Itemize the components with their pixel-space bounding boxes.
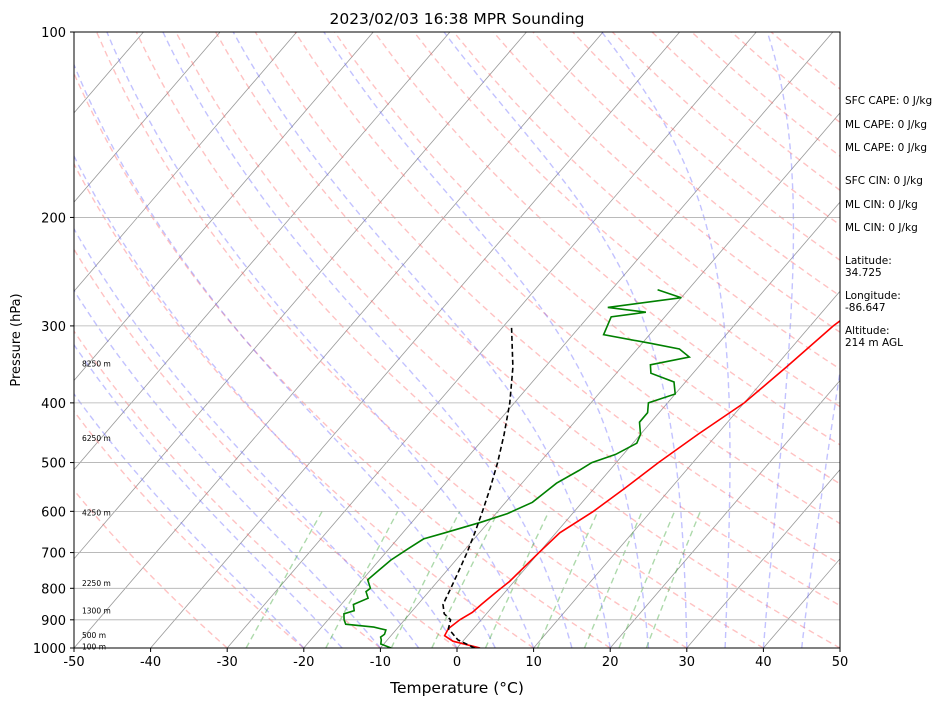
- y-tick-label: 700: [41, 547, 66, 562]
- dry-adiabat-line: [74, 71, 611, 648]
- dewpoint-profile: [343, 288, 692, 648]
- height-label: 8250 m: [82, 359, 111, 368]
- x-tick-label: -10: [370, 655, 391, 670]
- sfc-cape-text: SFC CAPE: 0 J/kg: [845, 95, 932, 107]
- x-tick-label: 10: [525, 655, 542, 670]
- altitude-value: 214 m AGL: [845, 337, 903, 349]
- mixing-ratio-line: [325, 510, 399, 648]
- chart-title: 2023/02/03 16:38 MPR Sounding: [329, 10, 584, 28]
- height-label: 6250 m: [82, 434, 111, 443]
- isotherm-line: [686, 469, 840, 648]
- moist-adiabat-line: [162, 32, 573, 648]
- latitude-label: Latitude:: [845, 255, 892, 267]
- x-axis-label: Temperature (°C): [389, 679, 524, 697]
- background-lines: [74, 32, 840, 648]
- isotherm-line: [74, 32, 374, 382]
- x-tick-label: -50: [63, 655, 84, 670]
- x-tick-label: 40: [755, 655, 772, 670]
- isotherm-line: [303, 32, 834, 648]
- dry-adiabat-line: [74, 489, 228, 648]
- moist-adiabat-line: [74, 154, 458, 648]
- isotherm-line: [74, 32, 604, 648]
- y-tick-label: 800: [41, 582, 66, 597]
- ml-cin-text-2: ML CIN: 0 J/kg: [845, 222, 918, 234]
- parcel-profile: [442, 325, 514, 648]
- ml-cape-text-1: ML CAPE: 0 J/kg: [845, 119, 927, 131]
- altitude-label: Altitude:: [845, 325, 890, 337]
- dry-adiabat-line: [74, 410, 305, 648]
- y-tick-label: 1000: [33, 642, 66, 657]
- moist-adiabat-line: [232, 32, 611, 648]
- x-tick-label: -30: [217, 655, 238, 670]
- mixing-ratio-line: [390, 510, 461, 648]
- x-tick-label: -40: [140, 655, 161, 670]
- isotherm-line: [74, 32, 527, 560]
- y-axis-label: Pressure (hPa): [9, 293, 24, 386]
- moist-adiabat-line: [762, 32, 795, 648]
- dry-adiabat-line: [95, 32, 688, 648]
- x-tick-label: 0: [453, 655, 461, 670]
- isotherm-line: [74, 32, 221, 203]
- ml-cin-text-1: ML CIN: 0 J/kg: [845, 199, 918, 211]
- isotherm-line: [456, 201, 840, 648]
- longitude-label: Longitude:: [845, 290, 901, 302]
- height-label: 1300 m: [82, 607, 111, 616]
- mixing-ratio-line: [431, 510, 499, 648]
- sfc-cin-text: SFC CIN: 0 J/kg: [845, 175, 923, 187]
- y-tick-label: 500: [41, 457, 66, 472]
- moist-adiabat-line: [443, 32, 688, 648]
- dry-adiabat-line: [74, 330, 381, 648]
- mixing-ratio-line: [245, 510, 323, 648]
- ml-cape-text-2: ML CAPE: 0 J/kg: [845, 142, 927, 154]
- x-tick-label: -20: [293, 655, 314, 670]
- isotherm-line: [150, 32, 681, 648]
- sounding-info-panel: SFC CAPE: 0 J/kg ML CAPE: 0 J/kg ML CAPE…: [845, 95, 932, 349]
- isotherm-line: [609, 379, 840, 648]
- dry-adiabat-line: [453, 32, 840, 370]
- profile-lines: [343, 288, 840, 648]
- moist-adiabat-line: [801, 367, 840, 648]
- dry-adiabat-line: [373, 32, 840, 446]
- isotherm-line: [74, 32, 298, 292]
- y-tick-label: 900: [41, 614, 66, 629]
- moist-adiabat-line: [74, 227, 420, 648]
- moist-adiabat-line: [74, 343, 343, 648]
- isotherm-line: [226, 32, 757, 648]
- dry-adiabat-line: [413, 32, 840, 408]
- height-label: 500 m: [82, 631, 106, 640]
- moist-adiabat-line: [74, 392, 305, 648]
- latitude-value: 34.725: [845, 267, 882, 279]
- x-tick-label: 30: [679, 655, 696, 670]
- y-tick-label: 300: [41, 320, 66, 335]
- y-tick-label: 200: [41, 211, 66, 226]
- longitude-value: -86.647: [845, 302, 886, 314]
- x-tick-label: 50: [832, 655, 849, 670]
- dry-adiabat-line: [135, 32, 764, 648]
- moist-adiabat-line: [601, 32, 731, 648]
- height-label: 2250 m: [82, 579, 111, 588]
- x-axis-ticks: -50 -40 -30 -20 -10 0 10 20 30 40 50: [63, 648, 848, 670]
- height-label: 100 m: [82, 643, 106, 652]
- y-tick-label: 600: [41, 505, 66, 520]
- dry-adiabat-line: [334, 32, 840, 485]
- temperature-profile: [443, 319, 840, 648]
- dry-adiabat-line: [74, 247, 458, 648]
- y-tick-label: 400: [41, 397, 66, 412]
- isotherm-line: [380, 112, 840, 648]
- y-tick-label: 100: [41, 26, 66, 41]
- x-tick-label: 20: [602, 655, 619, 670]
- moist-adiabat-line: [106, 32, 535, 648]
- height-label: 4250 m: [82, 509, 111, 518]
- height-labels: 8250 m 6250 m 4250 m 2250 m 1300 m 500 m 100 m: [82, 359, 111, 651]
- dry-adiabat-line: [74, 162, 534, 648]
- isotherm-line: [74, 32, 451, 471]
- y-axis-ticks: 100 200 300 400 500 600 700 800 900 1000: [33, 26, 74, 657]
- isotherm-line: [533, 290, 840, 648]
